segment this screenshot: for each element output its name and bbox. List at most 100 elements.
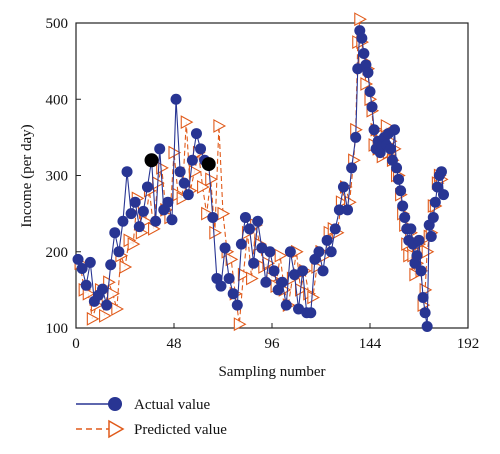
actual-point [366, 101, 378, 113]
predicted-point [86, 311, 100, 326]
highlight-points [144, 153, 216, 172]
highlighted-point [201, 157, 216, 172]
actual-point [186, 154, 198, 166]
actual-point [137, 205, 149, 217]
actual-point [80, 279, 92, 291]
actual-point [276, 276, 288, 288]
actual-point [121, 166, 133, 178]
legend-actual-label: Actual value [134, 397, 211, 413]
actual-point [190, 128, 202, 140]
predicted-point [180, 115, 194, 130]
legend-predicted-marker [108, 419, 125, 439]
predicted-point [127, 237, 141, 252]
actual-point [419, 307, 431, 319]
actual-point [101, 299, 113, 311]
actual-point [413, 234, 425, 246]
y-tick-label: 100 [46, 321, 69, 337]
y-tick-label: 200 [46, 245, 69, 261]
actual-point [346, 162, 358, 174]
actual-point [313, 246, 325, 258]
predicted-series-line [79, 19, 442, 325]
actual-point [113, 246, 125, 258]
predicted-point [201, 206, 214, 221]
actual-point [342, 204, 354, 216]
x-tick-label: 48 [167, 336, 182, 352]
x-axis-title: Sampling number [218, 364, 325, 380]
actual-point [395, 185, 407, 197]
actual-point [227, 288, 239, 300]
x-tick-label: 192 [457, 336, 480, 352]
y-tick-label: 400 [46, 92, 69, 108]
y-tick-label: 300 [46, 169, 69, 185]
actual-point [231, 299, 243, 311]
predicted-point [360, 77, 374, 91]
actual-point [288, 269, 300, 281]
actual-point [427, 211, 439, 223]
actual-point [182, 189, 194, 201]
predicted-point [205, 172, 218, 187]
actual-point [284, 246, 296, 258]
actual-point [417, 292, 429, 303]
actual-point [297, 265, 309, 277]
actual-point [305, 307, 317, 319]
predicted-point [119, 260, 133, 274]
actual-point [350, 131, 362, 143]
actual-point [125, 208, 137, 220]
actual-point [384, 143, 396, 155]
actual-point [321, 234, 333, 246]
predicted-point [107, 286, 120, 301]
actual-series [72, 25, 449, 332]
predicted-point [111, 302, 124, 316]
actual-point [264, 246, 276, 258]
predicted-point [213, 119, 227, 133]
actual-point [438, 189, 449, 201]
legend: Actual value Predicted value [76, 397, 227, 439]
actual-point [317, 265, 329, 277]
actual-point [166, 214, 178, 226]
actual-point [268, 265, 280, 277]
actual-point [415, 265, 427, 277]
actual-point [411, 250, 423, 262]
actual-point [133, 221, 145, 233]
actual-point [333, 204, 345, 216]
actual-point [150, 215, 162, 227]
legend-predicted-label: Predicted value [134, 422, 227, 438]
predicted-point [246, 271, 259, 286]
predicted-point [307, 290, 320, 305]
actual-point [195, 143, 207, 155]
actual-series-line [77, 30, 445, 327]
y-axis-title: Income (per day) [19, 124, 35, 227]
actual-point [109, 227, 121, 239]
actual-point [84, 256, 96, 268]
predicted-point [217, 206, 231, 221]
y-tick-label: 500 [46, 16, 69, 32]
actual-point [364, 86, 376, 98]
actual-point [105, 259, 117, 271]
actual-point [425, 231, 437, 242]
predicted-point [188, 164, 202, 179]
actual-point [325, 246, 337, 258]
x-tick-label: 96 [265, 336, 281, 352]
predicted-point [421, 244, 435, 259]
actual-point [431, 181, 443, 193]
actual-point [235, 238, 247, 250]
predicted-point [197, 180, 210, 194]
actual-point [435, 166, 447, 178]
actual-point [129, 196, 141, 208]
predicted-point [354, 12, 367, 27]
predicted-point [156, 160, 169, 175]
actual-point [368, 124, 380, 136]
actual-point [117, 215, 129, 227]
actual-point [97, 283, 109, 295]
x-tick-label: 0 [72, 336, 80, 352]
actual-point [219, 242, 231, 254]
actual-point [280, 299, 292, 311]
x-tick-label: 144 [359, 336, 382, 352]
actual-point [260, 276, 272, 288]
actual-point [162, 196, 174, 208]
actual-point [207, 211, 219, 223]
actual-point [154, 143, 166, 155]
actual-point [174, 166, 186, 178]
predicted-point [409, 267, 423, 282]
